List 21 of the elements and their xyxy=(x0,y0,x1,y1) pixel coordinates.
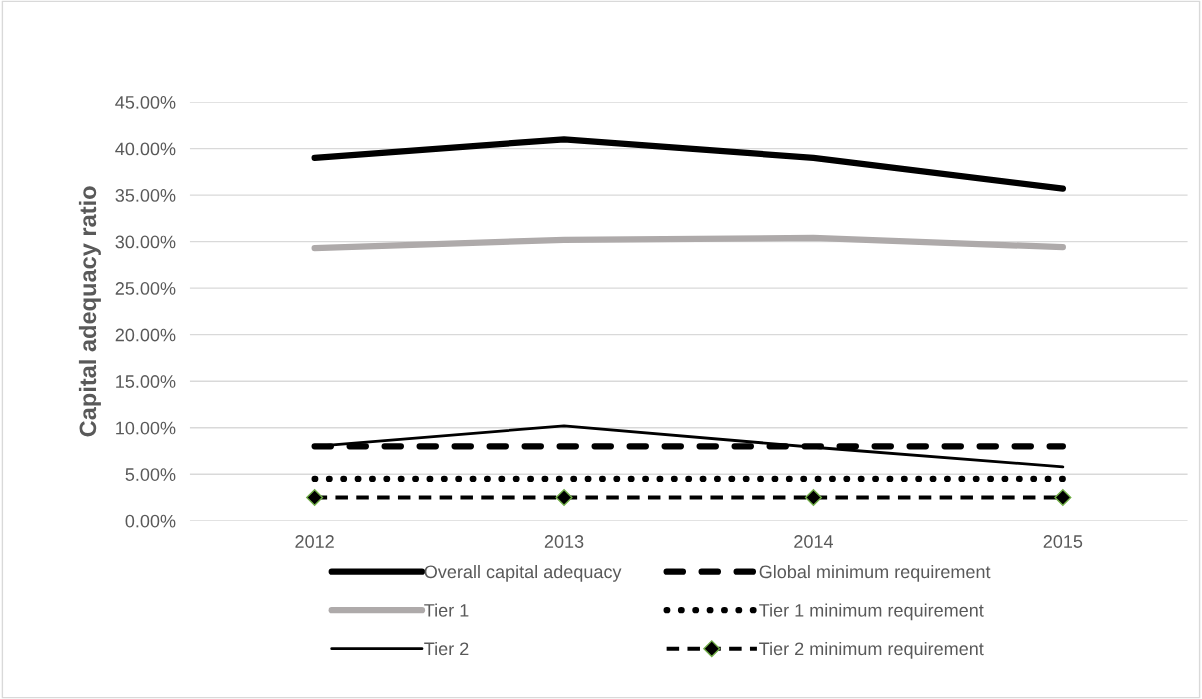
y-tick-label: 20.00% xyxy=(115,328,176,342)
y-tick-label: 5.00% xyxy=(125,468,176,481)
x-tick-label: 2013 xyxy=(544,535,584,548)
y-tick-label: 15.00% xyxy=(116,375,176,388)
legend-label: Tier 2 xyxy=(424,641,469,656)
y-tick-label: 25.00% xyxy=(115,282,176,295)
x-tick-label: 2015 xyxy=(1043,535,1083,548)
y-tick-label: 30.00% xyxy=(115,235,176,249)
y-tick-label: 35.00% xyxy=(115,189,176,202)
x-tick-label: 2014 xyxy=(794,535,834,548)
legend-label: Overall capital adequacy xyxy=(424,564,622,582)
legend-label: Tier 2 minimum requirement xyxy=(759,641,984,659)
y-axis-title: Capital adequacy ratio xyxy=(78,186,101,437)
y-tick-label: 10.00% xyxy=(116,421,176,435)
legend-label: Global minimum requirement xyxy=(759,564,991,582)
y-tick-label: 0.00% xyxy=(125,514,176,528)
y-tick-label: 45.00% xyxy=(115,95,176,109)
legend-label: Tier 1 xyxy=(424,603,469,617)
legend-label: Tier 1 minimum requirement xyxy=(759,603,984,621)
y-tick-label: 40.00% xyxy=(115,142,176,156)
x-tick-label: 2012 xyxy=(295,535,334,548)
